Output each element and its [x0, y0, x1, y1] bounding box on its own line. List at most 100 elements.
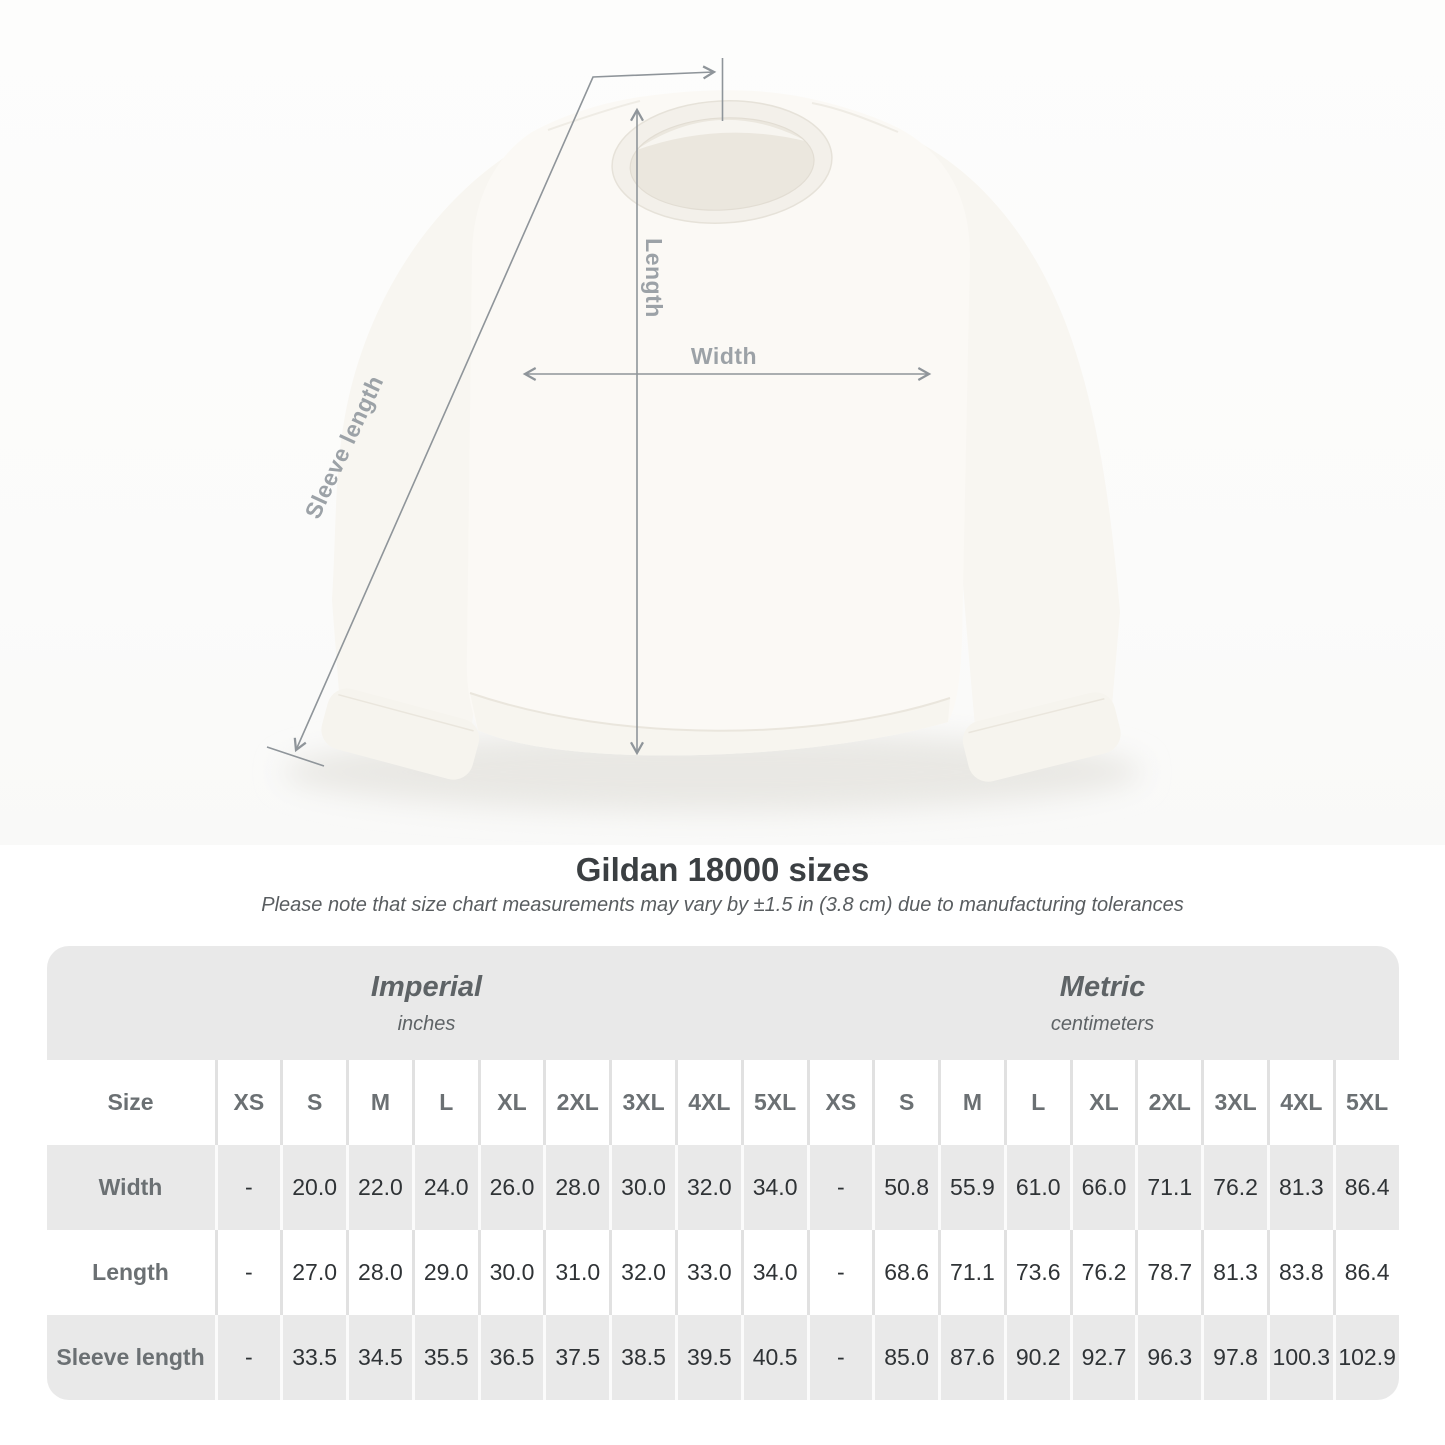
size-column-header: Size — [107, 1089, 154, 1115]
page-title: Gildan 18000 sizes — [575, 851, 870, 888]
value-cell-imperial: 26.0 — [477, 1145, 544, 1230]
value-cell-metric: 76.2 — [1069, 1230, 1136, 1315]
value-cell-metric: 50.8 — [872, 1145, 938, 1230]
value-cell-metric: 90.2 — [1003, 1315, 1070, 1400]
unit-header-band: Imperial inches Metric centimeters — [46, 946, 1399, 1060]
measurement-annotations — [266, 58, 932, 767]
value-cell-imperial: - — [214, 1230, 281, 1315]
size-col-header-imperial: 2XL — [543, 1060, 609, 1145]
value-cell-imperial: 22.0 — [346, 1145, 412, 1230]
value-cell-imperial: 28.0 — [346, 1230, 412, 1315]
size-table-body: Size XS S M L XL 2XL 3XL 4XL 5XL XS S M L XL 2XL 3XL 4XL 5… — [46, 1060, 1399, 1400]
size-col-header-metric: XS — [806, 1060, 873, 1145]
size-col-header-imperial: S — [280, 1060, 346, 1145]
imperial-subtitle: inches — [397, 1012, 456, 1035]
value-cell-imperial: 32.0 — [674, 1145, 741, 1230]
value-cell-metric: 87.6 — [938, 1315, 1004, 1400]
value-cell-metric: - — [806, 1230, 873, 1315]
metric-title: Metric — [1059, 970, 1146, 1003]
value-cell-imperial: - — [214, 1315, 281, 1400]
value-cell-imperial: 34.5 — [346, 1315, 412, 1400]
value-cell-imperial: 28.0 — [543, 1145, 609, 1230]
size-col-header-imperial: M — [346, 1060, 412, 1145]
value-cell-imperial: 20.0 — [280, 1145, 346, 1230]
value-cell-metric: 81.3 — [1201, 1230, 1267, 1315]
value-cell-metric: 66.0 — [1069, 1145, 1136, 1230]
value-cell-metric: 55.9 — [938, 1145, 1004, 1230]
value-cell-metric: 100.3 — [1266, 1315, 1333, 1400]
sleeve-length-line — [293, 65, 717, 753]
value-cell-imperial: 35.5 — [411, 1315, 478, 1400]
measurement-row-width: Width -20.0 22.0 24.0 26.0 28.0 30.0 32.0 34.0-5… — [46, 1145, 1399, 1230]
imperial-header-group: Imperial inches — [47, 946, 807, 1060]
value-cell-metric: 86.4 — [1332, 1145, 1399, 1230]
row-label: Length — [92, 1259, 169, 1285]
value-cell-metric: 92.7 — [1069, 1315, 1136, 1400]
value-cell-metric: 81.3 — [1266, 1145, 1333, 1230]
size-col-header-imperial: 4XL — [674, 1060, 741, 1145]
value-cell-metric: 78.7 — [1135, 1230, 1201, 1315]
size-col-header-metric: 3XL — [1201, 1060, 1267, 1145]
value-cell-imperial: 27.0 — [280, 1230, 346, 1315]
value-cell-imperial: 37.5 — [543, 1315, 609, 1400]
value-cell-imperial: 33.5 — [280, 1315, 346, 1400]
value-cell-imperial: 39.5 — [674, 1315, 741, 1400]
row-label: Sleeve length — [56, 1344, 205, 1370]
value-cell-metric: - — [806, 1315, 873, 1400]
size-col-header-metric: 2XL — [1135, 1060, 1201, 1145]
imperial-title: Imperial — [370, 970, 483, 1003]
value-cell-metric: 102.9 — [1332, 1315, 1399, 1400]
right-shoulder-seam — [811, 102, 899, 133]
value-cell-metric: 97.8 — [1201, 1315, 1267, 1400]
value-cell-metric: 73.6 — [1003, 1230, 1070, 1315]
value-cell-imperial: 24.0 — [411, 1145, 478, 1230]
width-annotation-label: Width — [690, 343, 758, 369]
product-diagram: Length Width Sleeve length — [0, 0, 1445, 845]
cuff-tick-line — [266, 746, 325, 767]
value-cell-metric: 85.0 — [872, 1315, 938, 1400]
value-cell-metric: 83.8 — [1266, 1230, 1333, 1315]
length-annotation-label: Length — [641, 238, 667, 318]
size-col-header-imperial: 3XL — [609, 1060, 675, 1145]
value-cell-metric: 71.1 — [1135, 1145, 1201, 1230]
sweatshirt-illustration — [266, 58, 1142, 812]
value-cell-imperial: 34.0 — [740, 1230, 807, 1315]
value-cell-imperial: 30.0 — [609, 1145, 675, 1230]
size-col-header-metric: L — [1003, 1060, 1070, 1145]
size-col-header-metric: M — [938, 1060, 1004, 1145]
size-col-header-metric: XL — [1069, 1060, 1136, 1145]
value-cell-metric: 96.3 — [1135, 1315, 1201, 1400]
value-cell-metric: 71.1 — [938, 1230, 1004, 1315]
value-cell-imperial: - — [214, 1145, 281, 1230]
value-cell-metric: 86.4 — [1332, 1230, 1399, 1315]
size-col-header-imperial: XS — [214, 1060, 281, 1145]
size-col-header-metric: S — [872, 1060, 938, 1145]
size-col-header-metric: 5XL — [1332, 1060, 1399, 1145]
value-cell-imperial: 34.0 — [740, 1145, 807, 1230]
size-col-header-imperial: L — [411, 1060, 478, 1145]
size-table: Imperial inches Metric centimeters Size X… — [46, 946, 1399, 1400]
size-header-row: Size XS S M L XL 2XL 3XL 4XL 5XL XS S M L XL 2XL 3XL 4XL 5… — [46, 1060, 1399, 1145]
value-cell-imperial: 29.0 — [411, 1230, 478, 1315]
tolerance-note: Please note that size chart measurements… — [261, 894, 1184, 916]
measurement-row-length: Length -27.0 28.0 29.0 30.0 31.0 32.0 33.0 34.0-… — [46, 1230, 1399, 1315]
size-col-header-imperial: XL — [477, 1060, 544, 1145]
value-cell-imperial: 30.0 — [477, 1230, 544, 1315]
value-cell-imperial: 36.5 — [477, 1315, 544, 1400]
value-cell-imperial: 38.5 — [609, 1315, 675, 1400]
size-col-header-imperial: 5XL — [740, 1060, 807, 1145]
right-cuff — [962, 692, 1121, 782]
metric-header-group: Metric centimeters — [807, 946, 1399, 1060]
measurement-row-sleeve-length: Sleeve length -33.5 34.5 35.5 36.5 37.5 38.5 39… — [46, 1315, 1399, 1400]
value-cell-metric: 68.6 — [872, 1230, 938, 1315]
size-col-header-metric: 4XL — [1266, 1060, 1333, 1145]
value-cell-imperial: 31.0 — [543, 1230, 609, 1315]
metric-subtitle: centimeters — [1050, 1012, 1155, 1035]
value-cell-imperial: 40.5 — [740, 1315, 807, 1400]
value-cell-imperial: 32.0 — [609, 1230, 675, 1315]
value-cell-imperial: 33.0 — [674, 1230, 741, 1315]
value-cell-metric: - — [806, 1145, 873, 1230]
row-label: Width — [98, 1174, 163, 1200]
value-cell-metric: 61.0 — [1003, 1145, 1070, 1230]
